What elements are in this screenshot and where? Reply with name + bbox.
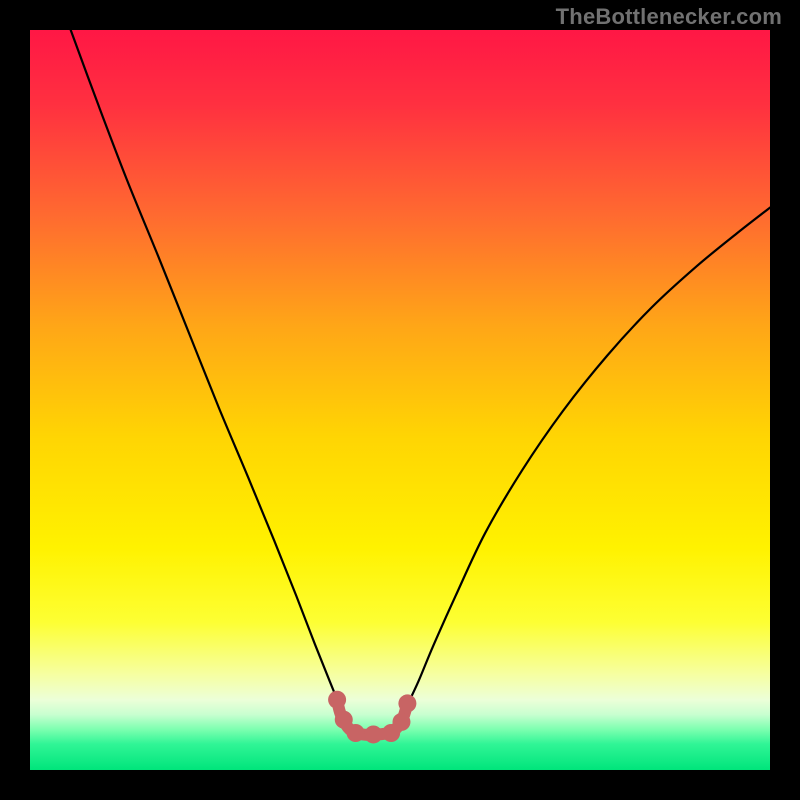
chart-stage: TheBottlenecker.com xyxy=(0,0,800,800)
curve-left-arm xyxy=(71,30,340,705)
curve-layer xyxy=(0,0,800,800)
valley-marker xyxy=(398,694,416,712)
curve-right-arm xyxy=(407,208,770,705)
valley-marker xyxy=(392,713,410,731)
valley-marker xyxy=(328,691,346,709)
valley-marker xyxy=(347,724,365,742)
valley-marker xyxy=(364,725,382,743)
watermark-text: TheBottlenecker.com xyxy=(556,4,782,30)
